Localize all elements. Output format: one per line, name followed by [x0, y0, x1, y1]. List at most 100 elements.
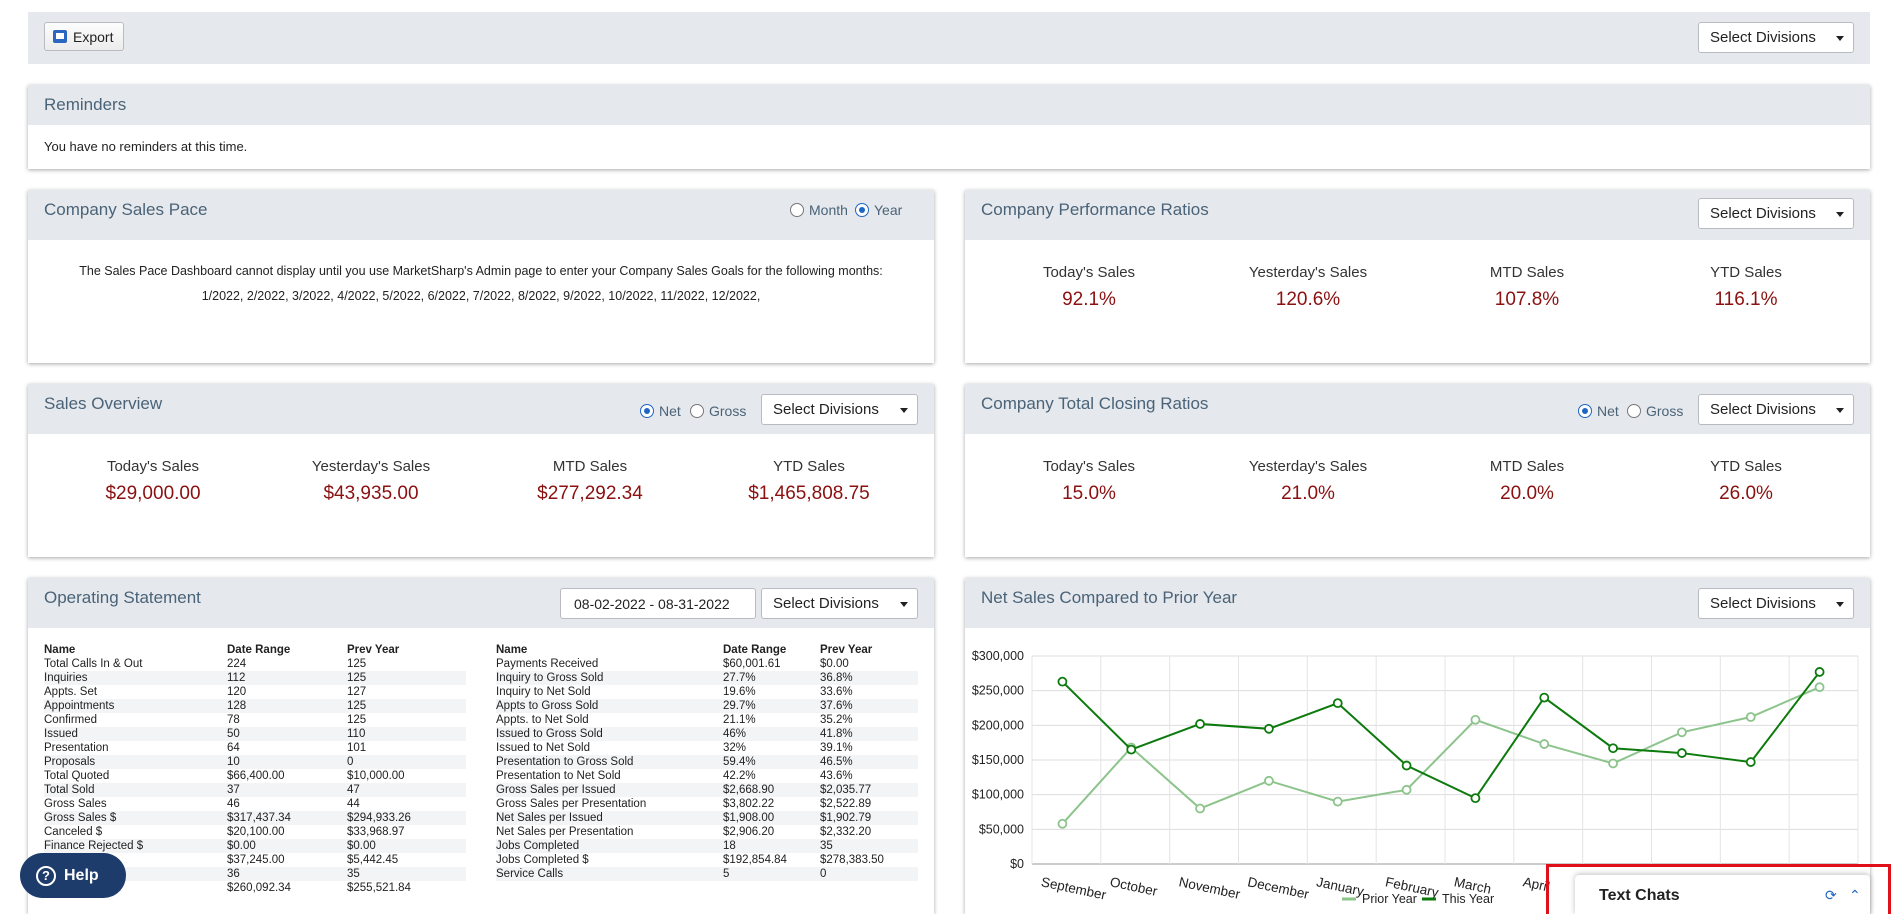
table-cell: 37 — [227, 783, 347, 797]
date-range-input[interactable]: 08-02-2022 - 08-31-2022 — [560, 588, 756, 619]
table-cell: 27.7% — [723, 671, 820, 685]
table-row: Net Sales per Presentation $2,906.20 $2,33… — [496, 825, 918, 839]
sales-overview-header: Sales Overview Net Gross Select Division… — [28, 384, 934, 434]
legend-label: This Year — [1442, 892, 1494, 906]
table-cell: 33.6% — [820, 685, 918, 699]
table-cell: 29.7% — [723, 699, 820, 713]
y-tick-label: $200,000 — [972, 718, 1024, 732]
data-point — [1608, 743, 1618, 754]
x-tick-label: January — [1315, 874, 1365, 899]
radio-gross-label: Gross — [709, 403, 747, 419]
x-tick-label: April — [1522, 874, 1552, 894]
data-point — [1264, 723, 1274, 734]
data-point — [1332, 796, 1343, 807]
closing-radio-gross[interactable]: Gross — [1627, 403, 1683, 419]
table-row: Total Sold 37 47 — [44, 783, 466, 797]
table-cell: $2,668.90 — [723, 783, 820, 797]
radio-year-dot[interactable] — [855, 203, 869, 217]
table-cell: 35.2% — [820, 713, 918, 727]
table-cell: Appts. Set — [44, 685, 227, 699]
table-row: Net Sales per Issued $1,908.00 $1,902.79 — [496, 811, 918, 825]
table-row: Jobs Completed 18 35 — [496, 839, 918, 853]
y-tick-label: $150,000 — [972, 753, 1024, 767]
radio-net-dot[interactable] — [640, 404, 654, 418]
table-cell: $60,001.61 — [723, 657, 820, 671]
table-cell: Presentation to Net Sold — [496, 769, 723, 783]
table-cell: Issued — [44, 727, 227, 741]
data-point — [1745, 712, 1756, 722]
reminders-title: Reminders — [44, 95, 127, 114]
closing-divisions-select[interactable]: Select Divisions — [1698, 394, 1854, 425]
table-cell: $33,968.97 — [347, 825, 466, 839]
table-row: Gross Sales per Presentation $3,802.22 $2,… — [496, 797, 918, 811]
sales-overview-divisions-label: Select Divisions — [773, 401, 879, 418]
top-divisions-select[interactable]: Select Divisions — [1698, 22, 1854, 53]
closing-radio-net[interactable]: Net — [1578, 403, 1619, 419]
table-row: Finance Rejected $ $0.00 $0.00 — [44, 839, 466, 853]
sales-pace-message: The Sales Pace Dashboard cannot display … — [79, 264, 883, 278]
table-row: Issued 50 110 — [44, 727, 466, 741]
export-button[interactable]: Export — [44, 22, 125, 51]
performance-stat-today: Today's Sales 92.1% — [989, 264, 1189, 311]
table-cell: Appointments — [44, 699, 227, 713]
data-point — [1745, 757, 1756, 767]
table-cell: 46 — [227, 797, 347, 811]
radio-net[interactable]: Net — [640, 403, 681, 419]
performance-divisions-select[interactable]: Select Divisions — [1698, 198, 1854, 229]
table-cell: Inquiries — [44, 671, 227, 685]
table-row: Gross Sales 46 44 — [44, 797, 466, 811]
table-cell: Payments Received — [496, 657, 723, 671]
table-cell: Presentation — [44, 741, 227, 755]
x-tick-label: December — [1246, 874, 1311, 902]
text-chats-widget[interactable]: Text Chats ⟳ ⌃ — [1575, 875, 1870, 914]
table-cell: 44 — [347, 797, 466, 811]
stat-label: YTD Sales — [773, 458, 845, 475]
table-cell: Appts. to Net Sold — [496, 713, 723, 727]
table-row: Confirmed 78 125 — [44, 713, 466, 727]
radio-month[interactable]: Month — [790, 202, 848, 218]
help-button[interactable]: ? Help — [20, 853, 126, 898]
sales-stat-today: Today's Sales $29,000.00 — [53, 458, 253, 505]
chevron-up-icon[interactable]: ⌃ — [1849, 887, 1861, 903]
table-cell: Net Sales per Presentation — [496, 825, 723, 839]
data-point — [1057, 818, 1068, 829]
chart-divisions-select[interactable]: Select Divisions — [1698, 588, 1854, 619]
sales-overview-divisions-select[interactable]: Select Divisions — [761, 394, 918, 425]
table-cell: 59.4% — [723, 755, 820, 769]
operating-divisions-label: Select Divisions — [773, 595, 879, 612]
closing-radio-gross-dot[interactable] — [1627, 404, 1641, 418]
chevron-down-icon — [900, 408, 908, 413]
table-cell: $0.00 — [820, 657, 918, 671]
chart-divisions-label: Select Divisions — [1710, 595, 1816, 612]
net-sales-chart-title: Net Sales Compared to Prior Year — [981, 588, 1238, 607]
question-icon: ? — [36, 865, 56, 886]
table-cell: Total Quoted — [44, 769, 227, 783]
table-header: Prev Year — [820, 644, 873, 656]
table-cell: 39.1% — [820, 741, 918, 755]
stat-label: Today's Sales — [1042, 458, 1136, 475]
closing-header: Company Total Closing Ratios Net Gross S… — [965, 384, 1870, 434]
date-range-value: 08-02-2022 - 08-31-2022 — [574, 595, 730, 612]
radio-gross-dot[interactable] — [690, 404, 704, 418]
table-cell: $255,521.84 — [347, 881, 466, 895]
table-row: Appts. Set 120 127 — [44, 685, 466, 699]
radio-month-dot[interactable] — [790, 203, 804, 217]
y-tick-label: $250,000 — [972, 684, 1024, 698]
table-cell: Finance Rejected $ — [44, 839, 227, 853]
radio-year[interactable]: Year — [855, 202, 902, 218]
performance-stat-ytd: YTD Sales 116.1% — [1646, 264, 1846, 311]
refresh-icon[interactable]: ⟳ — [1825, 887, 1837, 903]
operating-divisions-select[interactable]: Select Divisions — [761, 588, 918, 619]
closing-radio-net-dot[interactable] — [1578, 404, 1592, 418]
table-cell: $37,245.00 — [227, 853, 347, 867]
table-row: Jobs Completed $ $192,854.84 $278,383.50 — [496, 853, 918, 867]
table-cell: 41.8% — [820, 727, 918, 741]
table-cell: 224 — [227, 657, 347, 671]
chevron-down-icon — [1836, 408, 1844, 413]
radio-gross[interactable]: Gross — [690, 403, 746, 419]
data-point — [1539, 739, 1550, 749]
data-point — [1332, 698, 1343, 709]
table-cell: Proposals — [44, 755, 227, 769]
sales-pace-panel: Company Sales Pace Month Year The Sales … — [28, 190, 934, 363]
table-cell: Service Calls — [496, 867, 723, 881]
